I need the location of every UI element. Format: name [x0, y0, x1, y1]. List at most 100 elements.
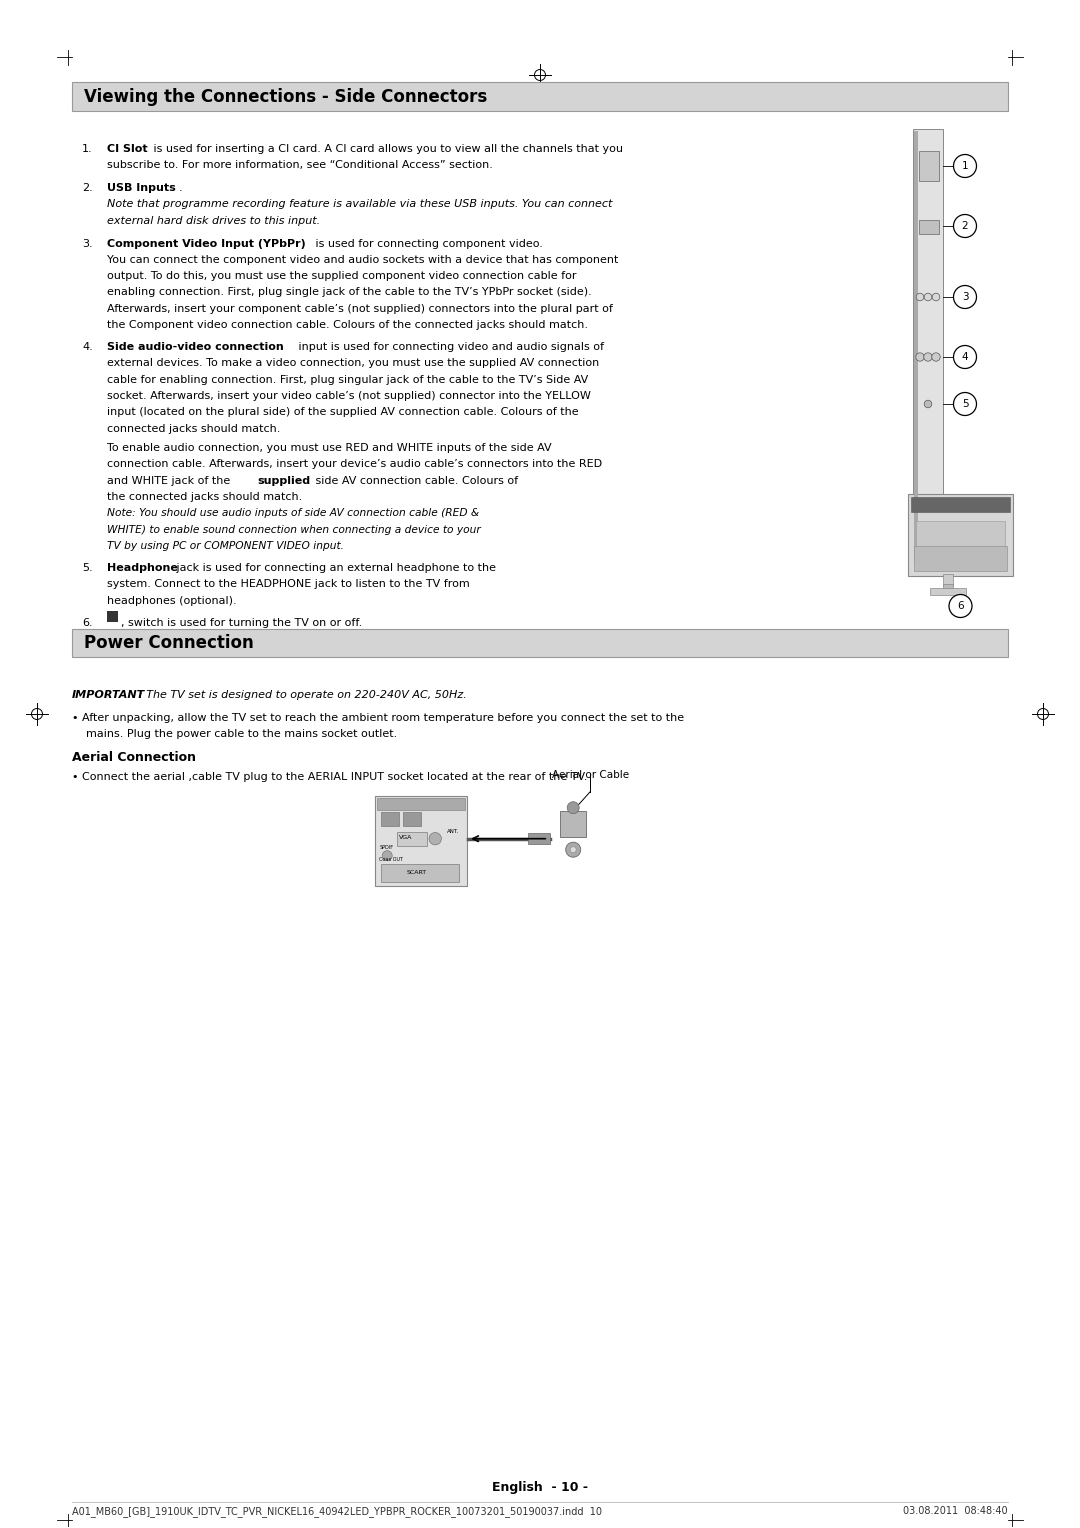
Text: Viewing the Connections - Side Connectors: Viewing the Connections - Side Connector…: [84, 89, 487, 105]
Text: system. Connect to the HEADPHONE jack to listen to the TV from: system. Connect to the HEADPHONE jack to…: [107, 579, 470, 590]
Bar: [397, 831, 428, 845]
Circle shape: [566, 842, 581, 857]
Bar: [72, 83, 1008, 112]
Bar: [72, 630, 1008, 657]
Circle shape: [954, 286, 976, 309]
Text: external hard disk drives to this input.: external hard disk drives to this input.: [107, 215, 320, 226]
Text: A01_MB60_[GB]_1910UK_IDTV_TC_PVR_NICKEL16_40942LED_YPBPR_ROCKER_10073201_5019003: A01_MB60_[GB]_1910UK_IDTV_TC_PVR_NICKEL1…: [72, 1507, 602, 1517]
Text: supplied: supplied: [257, 475, 310, 486]
Bar: [561, 811, 586, 837]
Text: Component Video Input (YPbPr): Component Video Input (YPbPr): [107, 238, 306, 249]
Circle shape: [923, 353, 932, 361]
Text: 2: 2: [961, 222, 969, 231]
Text: USB Inputs: USB Inputs: [107, 183, 176, 193]
Bar: [912, 497, 1010, 512]
Text: IMPORTANT: IMPORTANT: [72, 691, 145, 700]
Text: connected jacks should match.: connected jacks should match.: [107, 423, 281, 434]
Text: Aerial Connection: Aerial Connection: [72, 750, 195, 764]
Bar: [377, 798, 465, 810]
Circle shape: [924, 293, 932, 301]
Text: 4: 4: [961, 351, 969, 362]
Circle shape: [570, 847, 577, 853]
Bar: [914, 131, 918, 562]
Text: cable for enabling connection. First, plug singular jack of the cable to the TV’: cable for enabling connection. First, pl…: [107, 374, 589, 385]
Text: WHITE) to enable sound connection when connecting a device to your: WHITE) to enable sound connection when c…: [107, 524, 481, 535]
Text: and WHITE jack of the: and WHITE jack of the: [107, 475, 233, 486]
Circle shape: [954, 154, 976, 177]
Text: is used for inserting a CI card. A CI card allows you to view all the channels t: is used for inserting a CI card. A CI ca…: [150, 144, 623, 154]
Text: SCART: SCART: [406, 869, 427, 876]
Text: Coax OUT: Coax OUT: [379, 857, 403, 862]
Text: external devices. To make a video connection, you must use the supplied AV conne: external devices. To make a video connec…: [107, 359, 599, 368]
Text: 03.08.2011  08:48:40: 03.08.2011 08:48:40: [903, 1507, 1008, 1516]
Bar: [919, 220, 939, 234]
Circle shape: [916, 353, 924, 361]
Bar: [916, 521, 1005, 568]
Text: VGA: VGA: [399, 836, 411, 840]
Circle shape: [429, 833, 442, 845]
Text: SPDIF: SPDIF: [379, 845, 393, 850]
Bar: [107, 611, 119, 622]
Text: 3: 3: [961, 292, 969, 303]
Text: TV by using PC or COMPONENT VIDEO input.: TV by using PC or COMPONENT VIDEO input.: [107, 541, 345, 552]
Text: connection cable. Afterwards, insert your device’s audio cable’s connectors into: connection cable. Afterwards, insert you…: [107, 460, 603, 469]
Bar: [381, 863, 459, 882]
Text: : The TV set is designed to operate on 220-240V AC, 50Hz.: : The TV set is designed to operate on 2…: [139, 691, 467, 700]
Text: headphones (optional).: headphones (optional).: [107, 596, 237, 605]
Text: 1: 1: [961, 160, 969, 171]
Text: 2.: 2.: [82, 183, 93, 193]
Text: English  - 10 -: English - 10 -: [492, 1482, 588, 1494]
Circle shape: [916, 293, 923, 301]
Text: • Connect the aerial ,cable TV plug to the AERIAL INPUT socket located at the re: • Connect the aerial ,cable TV plug to t…: [72, 772, 588, 782]
Bar: [375, 796, 468, 886]
Bar: [943, 575, 953, 587]
Circle shape: [954, 345, 976, 368]
Text: Side audio-video connection: Side audio-video connection: [107, 342, 284, 351]
Bar: [381, 811, 400, 825]
Text: jack is used for connecting an external headphone to the: jack is used for connecting an external …: [173, 562, 496, 573]
Text: Headphone: Headphone: [107, 562, 178, 573]
Bar: [908, 494, 1013, 576]
Circle shape: [382, 851, 392, 860]
Circle shape: [567, 802, 579, 814]
Bar: [403, 811, 421, 825]
Text: ANT.: ANT.: [447, 830, 459, 834]
Bar: [913, 128, 943, 564]
Text: socket. Afterwards, insert your video cable’s (not supplied) connector into the : socket. Afterwards, insert your video ca…: [107, 391, 591, 400]
Text: , switch is used for turning the TV on or off.: , switch is used for turning the TV on o…: [121, 619, 362, 628]
Text: the connected jacks should match.: the connected jacks should match.: [107, 492, 302, 503]
Circle shape: [924, 400, 932, 408]
Text: input (located on the plural side) of the supplied AV connection cable. Colours : input (located on the plural side) of th…: [107, 408, 579, 417]
Text: 6.: 6.: [82, 619, 93, 628]
Text: 5.: 5.: [82, 562, 93, 573]
Text: is used for connecting component video.: is used for connecting component video.: [312, 238, 543, 249]
Text: Power Connection: Power Connection: [84, 634, 254, 652]
Bar: [528, 833, 550, 843]
Text: output. To do this, you must use the supplied component video connection cable f: output. To do this, you must use the sup…: [107, 270, 577, 281]
Circle shape: [954, 393, 976, 416]
Bar: [930, 588, 966, 594]
Text: Note that programme recording feature is available via these USB inputs. You can: Note that programme recording feature is…: [107, 200, 612, 209]
Bar: [914, 545, 1007, 571]
Text: Aerial or Cable: Aerial or Cable: [552, 770, 629, 779]
Circle shape: [932, 293, 940, 301]
Text: To enable audio connection, you must use RED and WHITE inputs of the side AV: To enable audio connection, you must use…: [107, 443, 552, 454]
Circle shape: [954, 214, 976, 237]
Text: 5: 5: [961, 399, 969, 410]
Bar: [919, 151, 939, 180]
Circle shape: [949, 594, 972, 617]
Text: enabling connection. First, plug single jack of the cable to the TV’s YPbPr sock: enabling connection. First, plug single …: [107, 287, 592, 298]
Text: Note: You should use audio inputs of side AV connection cable (RED &: Note: You should use audio inputs of sid…: [107, 509, 480, 518]
Text: • After unpacking, allow the TV set to reach the ambient room temperature before: • After unpacking, allow the TV set to r…: [72, 714, 684, 723]
Text: .: .: [179, 183, 183, 193]
Text: Afterwards, insert your component cable’s (not supplied) connectors into the plu: Afterwards, insert your component cable’…: [107, 304, 612, 313]
Text: 6: 6: [957, 601, 963, 611]
Text: 3.: 3.: [82, 238, 93, 249]
Text: 1.: 1.: [82, 144, 93, 154]
Text: side AV connection cable. Colours of: side AV connection cable. Colours of: [312, 475, 518, 486]
Circle shape: [932, 353, 941, 361]
Text: CI Slot: CI Slot: [107, 144, 148, 154]
Text: input is used for connecting video and audio signals of: input is used for connecting video and a…: [295, 342, 604, 351]
Text: mains. Plug the power cable to the mains socket outlet.: mains. Plug the power cable to the mains…: [86, 729, 397, 740]
Text: subscribe to. For more information, see “Conditional Access” section.: subscribe to. For more information, see …: [107, 160, 492, 170]
